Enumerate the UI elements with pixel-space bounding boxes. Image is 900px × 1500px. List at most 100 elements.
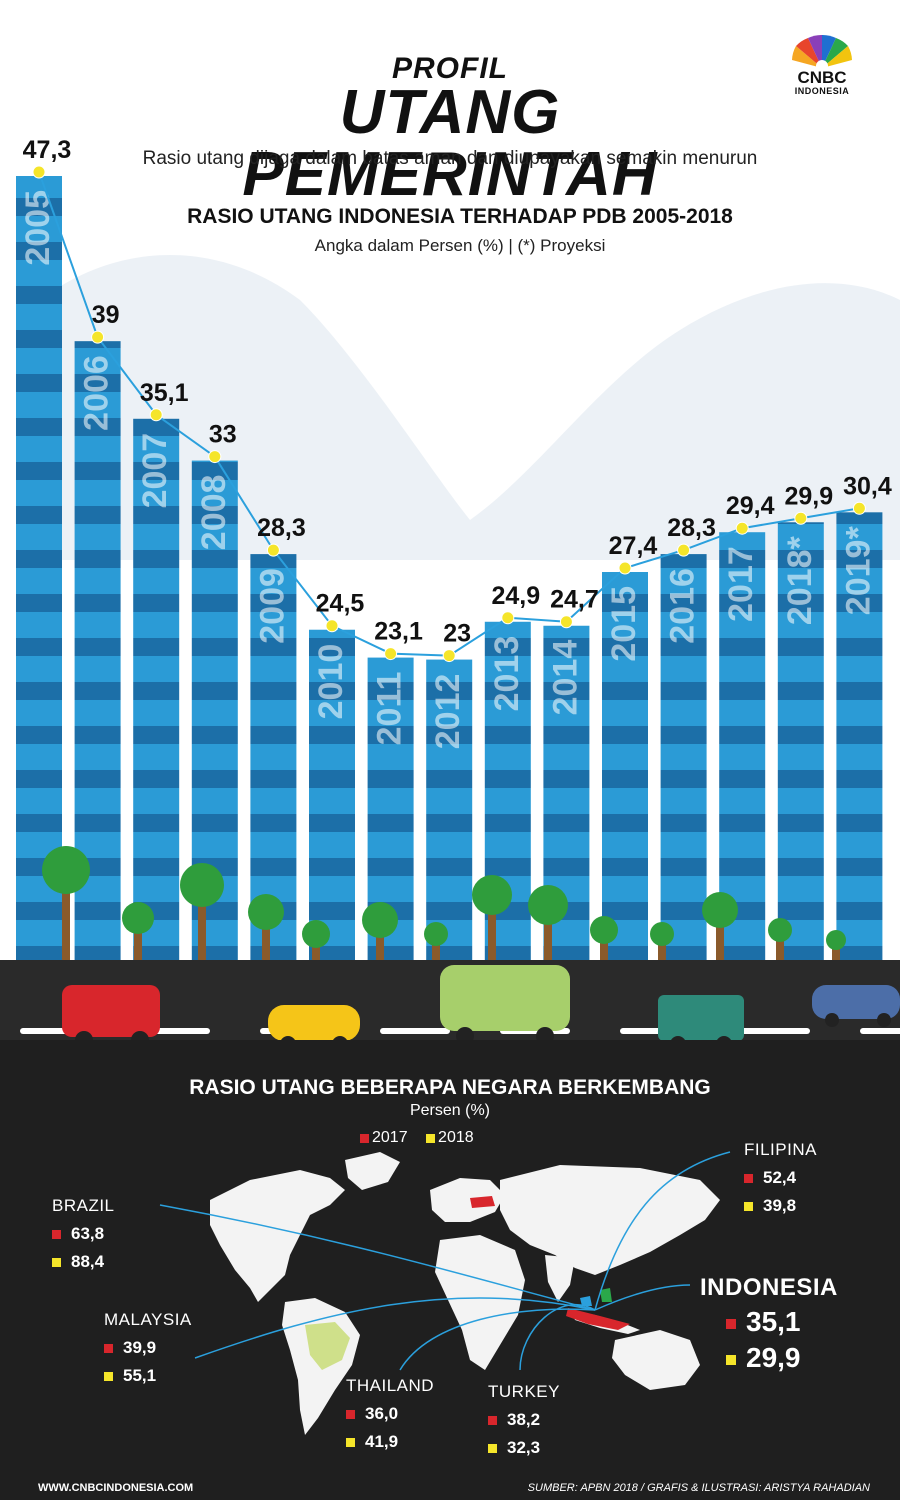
value-2018: 88,4 (71, 1252, 105, 1271)
legend-label-2017: 2017 (372, 1129, 408, 1146)
data-point-marker (677, 543, 691, 557)
data-point-marker (266, 543, 280, 557)
green-bus-icon (440, 965, 570, 1031)
bar-2005 (16, 176, 62, 960)
value-2017: 35,1 (746, 1306, 801, 1337)
wheel (877, 1013, 891, 1027)
value-label: 47,3 (23, 136, 72, 164)
bar-2012 (426, 659, 473, 960)
bar-2007 (133, 418, 180, 960)
road-marking (740, 1028, 810, 1034)
arc-indonesia (594, 1284, 691, 1311)
tree-trunk (600, 930, 608, 970)
data-point-marker (91, 330, 105, 344)
philippines-highlight (600, 1288, 612, 1302)
value-labels-layer: 47,3 39 35,1 33 28,3 24,5 23,1 23 24,9 24,7 27,4 28… (23, 136, 892, 648)
section-title: RASIO UTANG BEBERAPA NEGARA BERKEMBANG (189, 1076, 711, 1099)
country-name: TURKEY (488, 1382, 560, 1401)
title-small: PROFIL (392, 52, 508, 85)
swatch-2018 (488, 1444, 497, 1454)
tree-trunk (544, 905, 552, 970)
tree-icon (122, 902, 154, 934)
brazil-highlight (305, 1322, 350, 1370)
red-car-icon (62, 985, 160, 1037)
tree-trunk (262, 912, 270, 970)
cnbc-peacock-icon (792, 34, 852, 72)
swatch-2018 (346, 1438, 355, 1448)
turkey-highlight (470, 1196, 495, 1208)
data-point-marker (735, 521, 749, 535)
country-brazil: BRAZIL 63,8 88,4 (52, 1196, 115, 1272)
swatch-2017 (346, 1410, 355, 1420)
country-name: THAILAND (346, 1376, 435, 1395)
country-filipina: FILIPINA 52,4 39,8 (744, 1140, 817, 1216)
value-label: 23 (443, 620, 471, 648)
value-label: 30,4 (843, 472, 892, 500)
section-subtitle: Persen (%) (409, 1102, 491, 1119)
value-2018: 29,9 (746, 1342, 801, 1373)
bar-2015 (602, 572, 648, 960)
bar-2016 (660, 554, 707, 960)
page-subtitle: Rasio utang dijaga dalam batas aman dan … (142, 148, 758, 169)
tree-icon (702, 892, 738, 928)
swatch-2018 (726, 1354, 736, 1365)
value-2017: 63,8 (71, 1224, 105, 1243)
value-label: 28,3 (257, 514, 306, 542)
swatch-2018 (744, 1202, 753, 1212)
swatch-2018 (52, 1258, 61, 1268)
value-label: 24,5 (316, 590, 365, 618)
tree-trunk (658, 934, 666, 970)
arc-malaysia (194, 1297, 596, 1359)
footer-website-link[interactable]: WWW.CNBCINDONESIA.COM (38, 1482, 194, 1494)
chart-subtitle: Angka dalam Persen (%) | (*) Proyeksi (314, 236, 606, 255)
value-label: 29,9 (784, 482, 833, 510)
arc-thailand (399, 1308, 596, 1371)
tree-icon (248, 894, 284, 930)
jeep-icon (658, 995, 744, 1040)
road-marking (860, 1028, 900, 1034)
tree-trunk (198, 885, 206, 970)
value-label: 24,7 (550, 586, 599, 614)
value-label: 29,4 (726, 492, 775, 520)
bar-2010 (309, 629, 355, 960)
value-label: 27,4 (609, 532, 658, 560)
country-name: INDONESIA (700, 1274, 838, 1301)
arc-turkey (519, 1303, 596, 1371)
value-2018: 39,8 (763, 1196, 797, 1215)
data-point-marker (618, 561, 632, 575)
indonesia-highlight (566, 1308, 630, 1330)
value-2017: 36,0 (365, 1404, 399, 1423)
legend: 2017 2018 (360, 1129, 580, 1151)
tree-trunk (776, 930, 784, 970)
tree-trunk (488, 895, 496, 970)
tree-icon (650, 922, 674, 946)
value-2018: 55,1 (123, 1366, 157, 1385)
bar-2019* (836, 512, 883, 960)
data-point-marker (559, 615, 573, 629)
value-label: 39 (92, 301, 120, 329)
legend-swatch-2017 (360, 1133, 369, 1143)
tree-icon (768, 918, 792, 942)
wheel (825, 1013, 839, 1027)
tree-icon (472, 875, 512, 915)
tree-icon (424, 922, 448, 946)
tree-icon (590, 916, 618, 944)
tree-icon (528, 885, 568, 925)
country-malaysia: MALAYSIA 39,9 55,1 (104, 1310, 192, 1386)
page-title: UTANG PEMERINTAH (242, 78, 658, 209)
bar-year-label: 2007 (136, 433, 174, 509)
data-point-marker (794, 511, 808, 525)
tree-trunk (716, 910, 724, 970)
value-2017: 38,2 (507, 1410, 541, 1429)
bar-year-label: 2018* (781, 535, 819, 625)
logo-text: CNBC (797, 68, 847, 87)
tree-trunk (312, 934, 320, 970)
tree-icon (302, 920, 330, 948)
legend-swatch-2018 (426, 1133, 436, 1143)
bar-year-label: 2009 (253, 568, 291, 644)
haze-decoration (40, 255, 900, 560)
data-point-marker (442, 649, 456, 663)
tree-icon (180, 863, 224, 907)
country-turkey: TURKEY 38,2 32,3 (488, 1382, 560, 1458)
